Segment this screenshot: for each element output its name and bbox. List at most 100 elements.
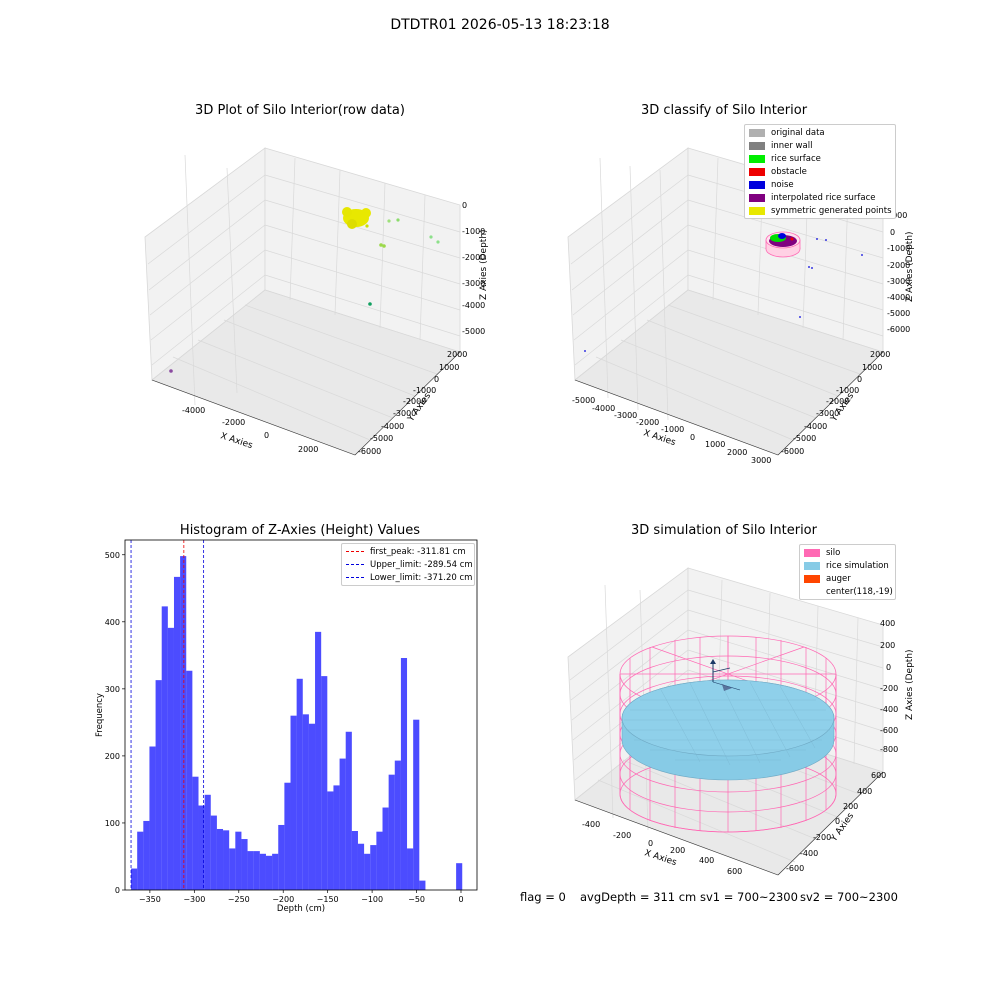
histogram-bar [407,848,414,890]
histogram-bar [186,670,193,890]
legend-label: inner wall [771,140,813,151]
panel4-ytick: -400 [800,849,818,858]
legend-item-auger: auger [800,572,895,585]
panel2-xtick: -5000 [572,396,595,405]
panel2-noise-point [861,254,863,256]
panel4-xtick: -400 [582,820,600,829]
panel2-noise-point [825,239,827,241]
panel1-xtick: 2000 [298,445,318,454]
histogram-bar [241,839,248,890]
histogram-bar [167,627,174,890]
panel4-legend: silo rice simulation auger center(118,-1… [799,544,896,600]
panel2-ytick: -5000 [793,434,816,443]
histogram-ytick-label: 0 [115,886,120,895]
histogram-ytick-label: 300 [105,685,120,694]
histogram-bar [370,845,377,890]
panel4-xtick: 600 [727,867,742,876]
panel2-ztick: -6000 [887,325,910,334]
panel4-ztick: 400 [880,619,895,628]
histogram-bar [357,843,365,890]
histogram-bar [149,746,156,890]
panel1-ytick: -3000 [393,409,416,418]
auger-marker [710,659,741,691]
histogram-bar [345,731,352,890]
panel1-ztick: -3000 [462,279,485,288]
panel2-ztick: -1000 [887,244,910,253]
histogram-bar [192,776,199,890]
panel1-xtick: -2000 [222,418,245,427]
panel2-ztick: 1000 [887,211,907,220]
legend-label: Lower_limit: -371.20 cm [370,572,473,583]
panel2-xtick: 2000 [727,448,747,457]
panel1-point [368,302,372,306]
histogram-bar [247,851,254,890]
panel4-ztick: 200 [880,641,895,650]
panel1-ytick: -4000 [381,422,404,431]
legend-item-upper-limit: Upper_limit: -289.54 cm [342,558,474,571]
rice-mesh [624,680,832,766]
panel2-ytick: -2000 [826,397,849,406]
histogram-bar [327,791,334,890]
legend-label: obstacle [771,166,807,177]
legend-item-noise: noise [745,178,895,191]
panel1-grid [147,154,461,441]
histogram-bar [394,760,401,890]
legend-label: rice surface [771,153,821,164]
histogram-bar [278,824,285,890]
panel2-noise-point [584,350,586,352]
panel2-ztick: 0 [890,228,895,237]
legend-item-inner-wall: inner wall [745,139,895,152]
panel4-ztick: 0 [886,663,891,672]
histogram-bar [161,606,168,890]
panel2-ztick: -5000 [887,309,910,318]
legend-item-silo: silo [800,546,895,559]
histogram-bar [204,794,211,890]
panel2-xtick: -3000 [614,411,637,420]
histogram-bar [229,848,236,890]
histogram-title: Histogram of Z-Axies (Height) Values [179,523,421,538]
histogram-bar [198,805,205,890]
panel1-ytick: -5000 [370,434,393,443]
legend-label: noise [771,179,794,190]
panel4-xtick: -200 [613,831,631,840]
histogram-bar [296,678,303,890]
panel2-noise-point [816,238,818,240]
panel2-xtick: -1000 [661,425,684,434]
legend-label: center(118,-19) [826,586,893,597]
histogram-xtick-label: −100 [361,895,383,904]
panel2-xtick: -2000 [636,418,659,427]
panel4-zlabel: Z Axies (Depth) [905,649,915,720]
histogram-ytick-label: 400 [105,618,120,627]
panel1-yellow-point [361,208,371,218]
histogram-bar [413,719,420,890]
legend-item-rice-simulation: rice simulation [800,559,895,572]
panel2-noise-point [808,266,810,268]
panel4-ytick: -200 [813,833,831,842]
legend-label: interpolated rice surface [771,192,876,203]
histogram-xtick-label: −250 [228,895,250,904]
panel1-ztick: -5000 [462,327,485,336]
panel1-point [365,224,369,228]
legend-item-obstacle: obstacle [745,165,895,178]
histogram-bar [290,715,297,890]
panel1-point [429,235,433,239]
panel1-xtick: -4000 [182,406,205,415]
panel4-xtick: 0 [648,839,653,848]
histogram-bar [216,828,224,890]
histogram-bar [253,851,260,890]
histogram-xtick-label: −50 [408,895,425,904]
panel1-point [169,369,173,373]
panel4-ztick: -600 [880,726,898,735]
histogram-bar [180,556,187,890]
histogram-bar [456,863,463,890]
histogram-bar [173,576,181,890]
legend-item-rice-surface: rice surface [745,152,895,165]
panel2-noise-point [799,316,801,318]
histogram-bar [321,676,328,890]
histogram-bar [235,831,242,890]
legend-label: silo [826,547,841,558]
legend-label: rice simulation [826,560,889,571]
panel4-xtick: 200 [670,846,685,855]
